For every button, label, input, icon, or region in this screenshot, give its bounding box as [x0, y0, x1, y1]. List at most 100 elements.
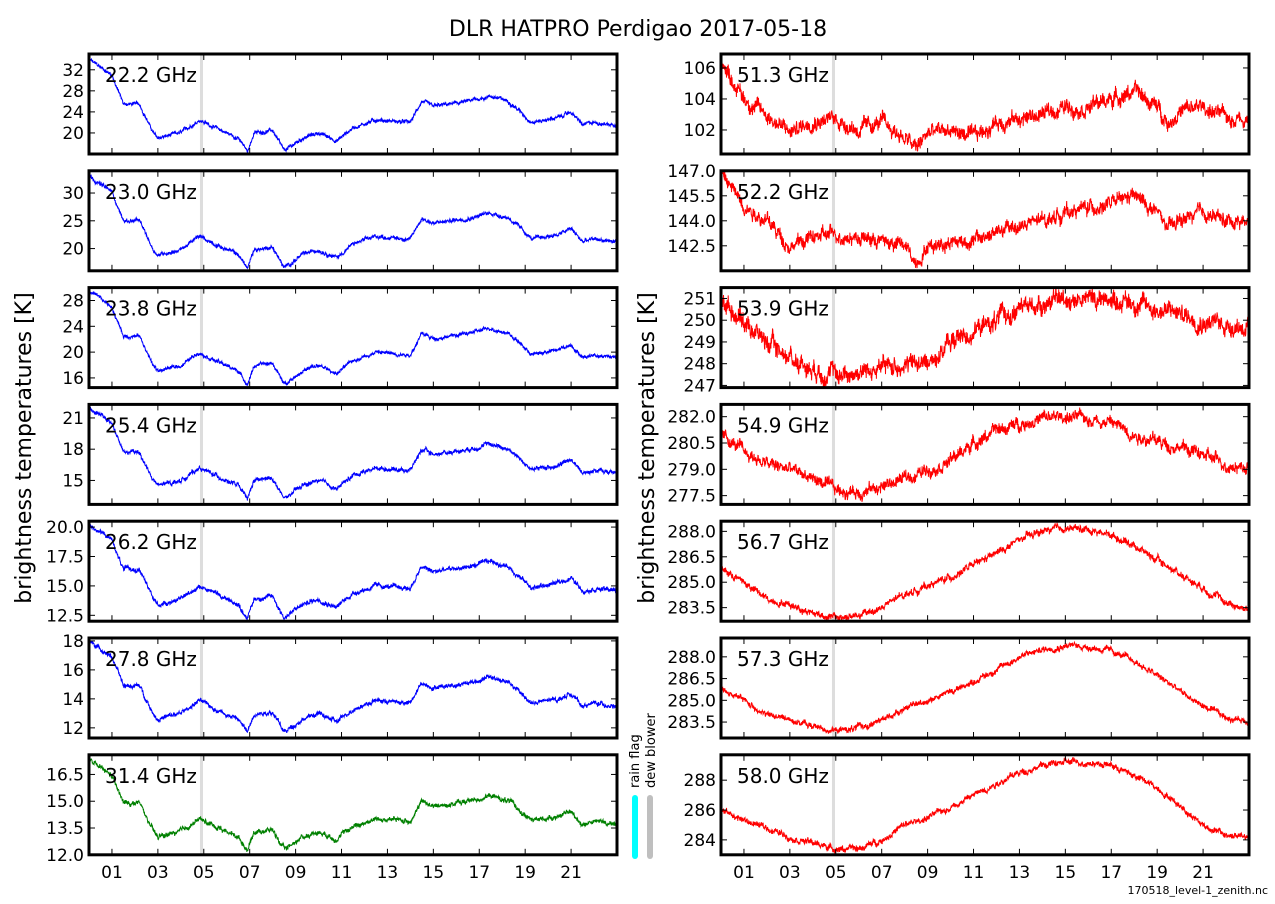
panel-frequency-label: 25.4 GHz: [105, 413, 197, 437]
x-tick-label: 07: [239, 863, 261, 883]
y-tick-label: 147.0: [667, 162, 716, 182]
y-tick-label: 280.5: [667, 434, 716, 454]
x-tick-label: 13: [1009, 863, 1031, 883]
y-tick-label: 16: [62, 661, 84, 681]
panel-frequency-label: 26.2 GHz: [105, 530, 197, 554]
y-tick-label: 25: [62, 212, 84, 232]
series-line: [89, 522, 617, 622]
series-line: [89, 55, 617, 154]
x-tick-label: 01: [101, 863, 123, 883]
panel-frame: [719, 636, 1251, 740]
y-tick-label: 15: [62, 471, 84, 491]
panel-26-2-ghz: 12.5 15.0 17.5 20.0 26.2 GHz: [46, 518, 619, 626]
y-tick-label: 21: [62, 409, 84, 429]
y-tick-label: 145.5: [667, 187, 716, 207]
y-tick-label: 16: [62, 369, 84, 389]
y-tick-label: 282.0: [667, 408, 716, 428]
panel-51-3-ghz: 102 104 106 51.3 GHz: [684, 52, 1251, 156]
x-tick-label: 13: [377, 863, 399, 883]
panel-frequency-label: 58.0 GHz: [737, 764, 829, 788]
y-tick-label: 16.5: [46, 765, 84, 785]
panel-31-4-ghz: 01 03 05 07 09 11 13 15 17 19 21 12.0 13.5 15.0 16.5 31…: [46, 753, 619, 883]
y-tick-label: 28: [62, 292, 84, 312]
series-line: [89, 758, 617, 852]
x-tick-label: 15: [423, 863, 445, 883]
y-tick-label: 288.0: [667, 522, 716, 542]
rain-flag-label: rain flag: [628, 734, 643, 788]
y-tick-label: 283.5: [667, 713, 716, 733]
series-line: [721, 640, 1249, 734]
y-tick-label: 248: [684, 355, 716, 375]
panel-frequency-label: 53.9 GHz: [737, 297, 829, 321]
series-line: [89, 639, 617, 734]
panel-58-0-ghz: 01 03 05 07 09 11 13 15 17 19 21 284 286 288 58.0 GHz: [684, 753, 1251, 883]
chart-title: DLR HATPRO Perdigao 2017-05-18: [449, 17, 827, 42]
y-tick-label: 247: [684, 376, 716, 396]
x-tick-label: 05: [825, 863, 847, 883]
y-tick-label: 142.5: [667, 237, 716, 257]
y-tick-label: 286.5: [667, 548, 716, 568]
series-line: [721, 521, 1249, 622]
y-tick-label: 18: [62, 632, 84, 652]
y-tick-label: 14: [62, 690, 84, 710]
dew-blower-label: dew blower: [644, 713, 659, 788]
panel-frame: [719, 286, 1251, 390]
panel-54-9-ghz: 277.5 279.0 280.5 282.0 54.9 GHz: [667, 402, 1251, 507]
panel-frequency-label: 23.8 GHz: [105, 297, 197, 321]
y-tick-label: 250: [684, 311, 716, 331]
panel-23-8-ghz: 16 20 24 28 23.8 GHz: [62, 286, 619, 390]
y-tick-label: 286.5: [667, 670, 716, 690]
x-tick-label: 05: [193, 863, 215, 883]
series-line: [721, 756, 1249, 854]
y-tick-label: 20: [62, 343, 84, 363]
x-tick-label: 17: [1100, 863, 1122, 883]
panel-frame: [719, 402, 1251, 506]
x-tick-label: 03: [147, 863, 169, 883]
y-tick-label: 106: [684, 59, 716, 79]
y-tick-label: 15.0: [46, 577, 84, 597]
y-tick-label: 251: [684, 289, 716, 309]
y-axis-label-right: brightness temperatures [K]: [635, 292, 660, 603]
panel-frame: [719, 753, 1251, 857]
x-tick-label: 09: [917, 863, 939, 883]
x-tick-label: 21: [560, 863, 582, 883]
panel-frequency-label: 56.7 GHz: [737, 530, 829, 554]
footer-filename: 170518_level-1_zenith.nc: [1128, 884, 1269, 897]
series-line: [721, 57, 1249, 152]
panel-frequency-label: 23.0 GHz: [105, 180, 197, 204]
series-line: [721, 170, 1249, 269]
y-tick-label: 285.0: [667, 691, 716, 711]
panel-frame: [87, 402, 619, 506]
y-tick-label: 18: [62, 440, 84, 460]
panel-frequency-label: 22.2 GHz: [105, 63, 197, 87]
panel-frequency-label: 57.3 GHz: [737, 647, 829, 671]
panel-frequency-label: 51.3 GHz: [737, 63, 829, 87]
x-tick-label: 19: [514, 863, 536, 883]
series-line: [721, 407, 1249, 502]
y-tick-label: 279.0: [667, 460, 716, 480]
panel-frequency-label: 31.4 GHz: [105, 764, 197, 788]
series-line: [89, 288, 617, 387]
y-tick-label: 288: [684, 771, 716, 791]
panel-23-0-ghz: 20 25 30 23.0 GHz: [62, 169, 619, 273]
y-tick-label: 283.5: [667, 599, 716, 619]
y-tick-label: 284: [684, 831, 716, 851]
series-line: [89, 174, 617, 270]
y-tick-label: 288.0: [667, 648, 716, 668]
y-tick-label: 28: [62, 82, 84, 102]
x-tick-label: 17: [468, 863, 490, 883]
panel-frame: [87, 753, 619, 857]
y-tick-label: 20.0: [46, 518, 84, 538]
series-line: [89, 405, 617, 501]
y-tick-label: 17.5: [46, 547, 84, 567]
y-tick-label: 24: [62, 103, 84, 123]
x-tick-label: 11: [331, 863, 353, 883]
panel-frame: [719, 52, 1251, 156]
y-tick-label: 20: [62, 240, 84, 260]
x-tick-label: 11: [963, 863, 985, 883]
y-tick-label: 144.0: [667, 212, 716, 232]
series-line: [721, 288, 1249, 388]
y-tick-label: 249: [684, 333, 716, 353]
